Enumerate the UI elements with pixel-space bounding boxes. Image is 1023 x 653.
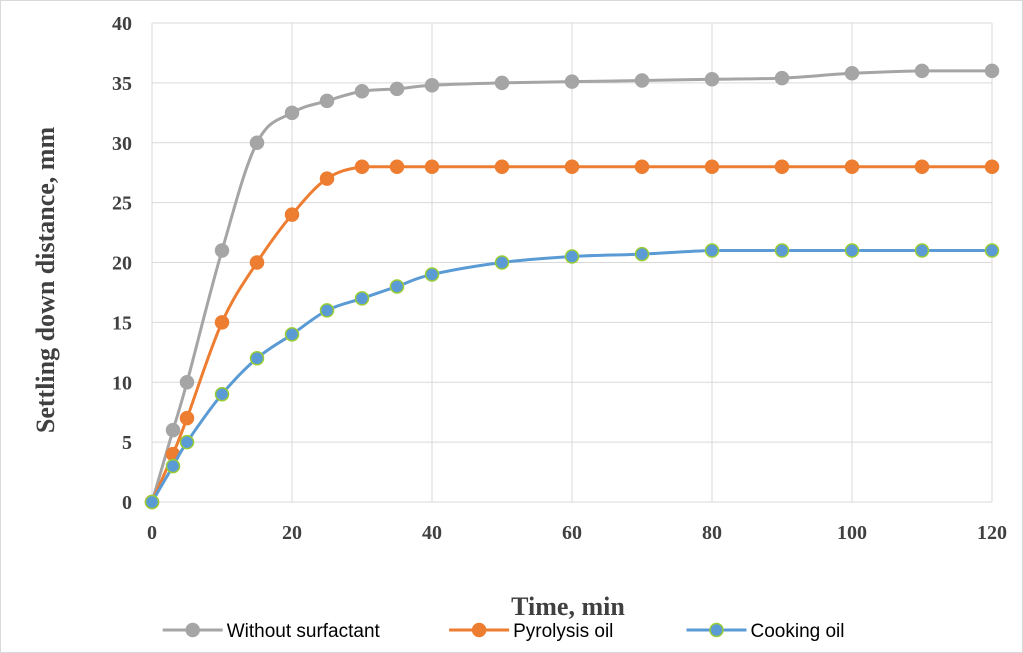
point-without-surfactant-7 <box>354 84 370 99</box>
x-axis-title: Time, min <box>511 592 625 621</box>
point-pyrolysis-oil-3 <box>214 315 230 330</box>
legend-marker-pyrolysis-oil <box>471 622 487 638</box>
y-tick-label-0: 0 <box>122 492 132 514</box>
point-pyrolysis-oil-14 <box>774 159 790 174</box>
point-pyrolysis-oil-8 <box>389 159 405 174</box>
point-without-surfactant-14 <box>774 70 790 86</box>
point-cooking-oil-11 <box>564 249 580 264</box>
series-line-pyrolysis-oil <box>150 165 994 504</box>
point-without-surfactant-1 <box>165 422 181 438</box>
y-tick-label-2: 10 <box>112 372 132 394</box>
point-cooking-oil-0 <box>144 494 160 510</box>
point-cooking-oil-10 <box>494 255 510 270</box>
point-cooking-oil-15 <box>844 243 860 258</box>
x-tick-label-0: 0 <box>147 522 157 544</box>
point-pyrolysis-oil-16 <box>914 159 930 174</box>
point-without-surfactant-9 <box>424 78 440 93</box>
point-cooking-oil-12 <box>634 246 650 262</box>
point-without-surfactant-17 <box>984 63 1000 79</box>
point-cooking-oil-1 <box>165 458 181 474</box>
point-pyrolysis-oil-2 <box>179 410 195 426</box>
point-pyrolysis-oil-5 <box>284 207 300 222</box>
series-cooking-oil <box>144 243 1000 510</box>
point-without-surfactant-2 <box>179 375 195 390</box>
y-tick-label-8: 40 <box>112 13 132 35</box>
point-without-surfactant-6 <box>319 93 335 109</box>
point-cooking-oil-7 <box>354 291 370 306</box>
x-tick-label-2: 40 <box>422 522 442 544</box>
y-tick-label-7: 35 <box>112 73 132 95</box>
series-line-without-surfactant <box>150 69 994 504</box>
point-cooking-oil-4 <box>249 351 265 366</box>
legend-item-cooking-oil: Cooking oil <box>686 621 845 642</box>
point-cooking-oil-2 <box>179 434 195 450</box>
y-tick-label-4: 20 <box>112 253 132 275</box>
point-cooking-oil-16 <box>914 243 930 258</box>
point-cooking-oil-8 <box>389 279 405 294</box>
point-without-surfactant-12 <box>634 73 650 88</box>
legend-label-without-surfactant: Without surfactant <box>227 621 381 642</box>
point-cooking-oil-5 <box>284 327 300 342</box>
point-pyrolysis-oil-7 <box>354 159 370 174</box>
point-pyrolysis-oil-11 <box>564 159 580 174</box>
x-tick-label-3: 60 <box>562 522 582 544</box>
x-tick-label-6: 120 <box>977 522 1007 544</box>
point-cooking-oil-13 <box>704 243 720 258</box>
point-cooking-oil-3 <box>214 386 230 402</box>
x-tick-label-4: 80 <box>702 522 722 544</box>
point-cooking-oil-14 <box>774 243 790 258</box>
point-pyrolysis-oil-13 <box>704 159 720 174</box>
point-without-surfactant-3 <box>214 243 230 258</box>
x-tick-label-1: 20 <box>282 522 302 544</box>
point-pyrolysis-oil-10 <box>494 159 510 174</box>
point-pyrolysis-oil-15 <box>844 159 860 174</box>
y-tick-label-6: 30 <box>112 133 132 155</box>
legend-item-without-surfactant: Without surfactant <box>162 621 381 642</box>
point-pyrolysis-oil-12 <box>634 159 650 174</box>
point-without-surfactant-5 <box>284 105 300 121</box>
y-axis-title: Settling down distance, mm <box>31 127 60 434</box>
point-pyrolysis-oil-4 <box>249 255 265 270</box>
legend-label-pyrolysis-oil: Pyrolysis oil <box>513 621 613 642</box>
point-cooking-oil-9 <box>424 267 440 282</box>
point-without-surfactant-11 <box>564 74 580 89</box>
y-tick-label-1: 5 <box>122 432 132 454</box>
point-without-surfactant-16 <box>914 63 930 79</box>
point-cooking-oil-6 <box>319 303 335 318</box>
point-pyrolysis-oil-17 <box>984 159 1000 174</box>
label-layer: Time, min Settling down distance, mm <box>31 127 625 621</box>
legend: Without surfactant Pyrolysis oil Cooking o… <box>162 621 845 642</box>
point-without-surfactant-4 <box>249 135 265 150</box>
legend-item-pyrolysis-oil: Pyrolysis oil <box>449 621 613 642</box>
point-pyrolysis-oil-6 <box>319 171 335 186</box>
y-tick-label-3: 15 <box>112 312 132 334</box>
y-tick-label-5: 25 <box>112 193 132 215</box>
point-cooking-oil-17 <box>984 243 1000 258</box>
point-without-surfactant-13 <box>704 72 720 87</box>
legend-marker-without-surfactant <box>185 622 200 638</box>
legend-label-cooking-oil: Cooking oil <box>751 621 845 642</box>
point-without-surfactant-15 <box>844 66 860 81</box>
series-layer <box>144 63 1000 510</box>
point-without-surfactant-8 <box>389 81 405 97</box>
point-without-surfactant-10 <box>494 75 510 91</box>
point-pyrolysis-oil-9 <box>424 159 440 174</box>
legend-marker-cooking-oil <box>709 622 724 638</box>
axis-layer: 0 5 10 15 20 25 30 35 40 0 20 40 60 80 100 120 <box>112 13 1007 544</box>
x-tick-label-5: 100 <box>837 522 867 544</box>
